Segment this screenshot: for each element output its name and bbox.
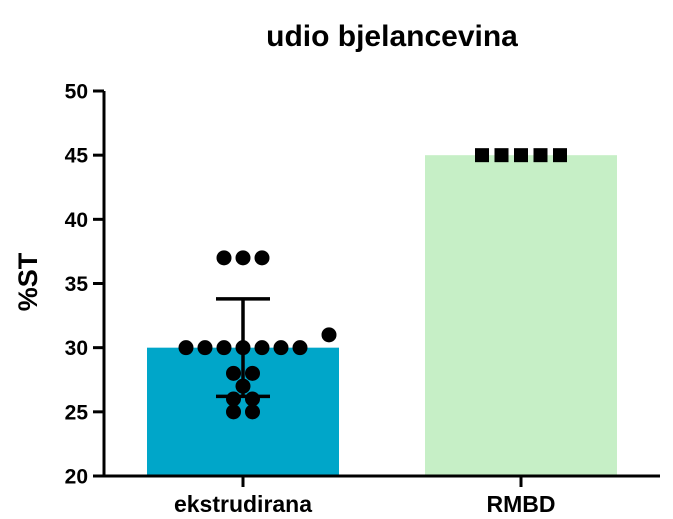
data-point xyxy=(254,340,270,356)
data-point xyxy=(226,391,241,407)
data-point xyxy=(254,250,270,266)
data-point xyxy=(245,365,260,381)
y-tick-label: 35 xyxy=(65,273,89,296)
y-tick-label: 45 xyxy=(65,145,89,168)
x-tick-label-rmbd: RMBD xyxy=(487,491,556,517)
data-point xyxy=(273,340,289,356)
data-point xyxy=(245,404,260,420)
data-point xyxy=(235,378,251,394)
y-tick-label: 40 xyxy=(65,209,88,232)
data-point xyxy=(226,404,241,420)
bars xyxy=(147,155,617,476)
data-point xyxy=(197,340,213,356)
data-point xyxy=(216,250,232,266)
data-point xyxy=(178,340,194,356)
data-point xyxy=(514,148,528,163)
data-point xyxy=(475,148,489,163)
data-point xyxy=(235,340,251,356)
x-tick-label-ekstrudirana: ekstrudirana xyxy=(174,491,312,517)
data-point xyxy=(533,148,548,163)
y-tick-label: 30 xyxy=(65,337,88,360)
data-point xyxy=(494,148,509,163)
data-point xyxy=(321,327,337,343)
data-point xyxy=(235,250,251,266)
axis-tick-labels: 20 25 30 35 40 45 50 ekstrudirana RMBD xyxy=(65,81,556,518)
y-tick-label: 50 xyxy=(65,81,88,104)
data-point xyxy=(292,340,308,356)
axes xyxy=(93,89,660,487)
y-tick-label: 25 xyxy=(65,401,89,424)
data-points xyxy=(178,148,567,420)
data-point xyxy=(553,148,567,163)
chart-title: udio bjelancevina xyxy=(266,20,518,53)
y-axis-label: %ST xyxy=(13,252,43,311)
data-point xyxy=(226,365,241,381)
y-tick-label: 20 xyxy=(65,466,88,489)
data-point xyxy=(216,340,232,356)
data-point xyxy=(245,391,260,407)
bar-rmbd xyxy=(425,155,617,476)
